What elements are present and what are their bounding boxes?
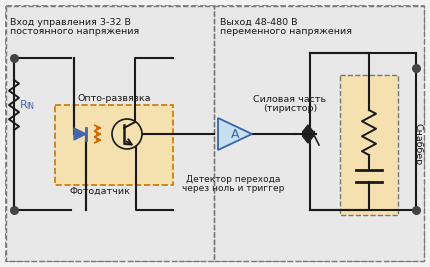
Text: Вход управления 3-32 В: Вход управления 3-32 В (10, 18, 131, 27)
FancyBboxPatch shape (6, 6, 214, 261)
Text: IN: IN (26, 102, 34, 111)
Text: A: A (231, 128, 239, 140)
Text: Силовая часть: Силовая часть (253, 95, 326, 104)
Text: Снаббер: Снаббер (414, 123, 423, 165)
Text: постоянного напряжения: постоянного напряжения (10, 27, 139, 36)
Text: переменного напряжения: переменного напряжения (220, 27, 352, 36)
Text: R: R (20, 100, 28, 110)
Polygon shape (74, 128, 86, 140)
Text: Детектор перехода: Детектор перехода (186, 175, 280, 184)
Polygon shape (218, 118, 252, 150)
Polygon shape (302, 136, 313, 143)
FancyBboxPatch shape (6, 6, 424, 261)
Text: Выход 48-480 В: Выход 48-480 В (220, 18, 298, 27)
Text: (тиристор): (тиристор) (263, 104, 317, 113)
Text: через ноль и триггер: через ноль и триггер (182, 184, 284, 193)
FancyBboxPatch shape (55, 105, 173, 185)
Text: Фотодатчик: Фотодатчик (70, 187, 130, 196)
FancyBboxPatch shape (214, 6, 424, 261)
Polygon shape (302, 125, 313, 132)
FancyBboxPatch shape (340, 75, 398, 215)
Text: Опто-развязка: Опто-развязка (77, 94, 151, 103)
